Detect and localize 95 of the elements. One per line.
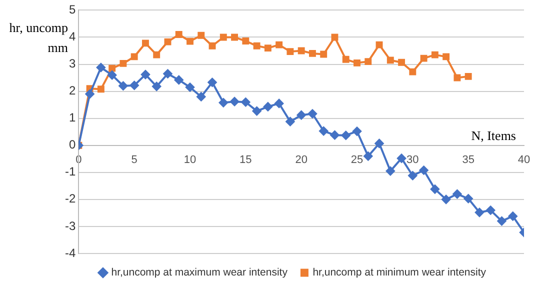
legend-label: hr,uncomp at minimum wear intensity (312, 266, 487, 279)
legend-label: hr,uncomp at maximum wear intensity (111, 266, 288, 279)
point (486, 206, 496, 215)
point (286, 117, 295, 126)
point (376, 41, 383, 48)
y-tick-label: -3 (65, 218, 76, 233)
point (508, 212, 518, 221)
point (264, 44, 272, 52)
point (218, 98, 228, 108)
point (231, 34, 238, 41)
x-tick-label: 35 (462, 154, 474, 166)
y-tick-label: 1 (68, 110, 76, 125)
point (352, 126, 362, 136)
x-tick-label: 15 (240, 154, 252, 166)
point (153, 51, 160, 58)
point (241, 98, 250, 107)
point (354, 59, 360, 66)
point (120, 60, 127, 67)
point (186, 38, 194, 45)
point (397, 154, 406, 163)
x-tick-label: 30 (406, 154, 419, 166)
point (97, 86, 104, 93)
point (252, 106, 262, 116)
point (175, 31, 182, 38)
point (253, 42, 260, 50)
point (108, 70, 117, 80)
x-tick-label: 10 (184, 154, 196, 166)
point (140, 70, 150, 80)
point (263, 102, 272, 112)
point (230, 97, 240, 106)
point (386, 166, 395, 176)
point (152, 82, 162, 91)
point (130, 80, 139, 90)
x-axis-title: N, Items (471, 128, 516, 144)
point (330, 130, 340, 140)
point (431, 51, 438, 58)
point (430, 184, 440, 194)
point (497, 216, 506, 226)
point (341, 130, 350, 140)
point (419, 166, 428, 175)
point (186, 82, 195, 92)
point (364, 152, 373, 161)
point (96, 63, 106, 72)
point (454, 74, 461, 82)
point (464, 194, 473, 204)
point (319, 126, 328, 136)
point (374, 138, 384, 148)
point (386, 56, 394, 64)
point (320, 50, 328, 58)
point (196, 92, 206, 102)
y-tick-label: -2 (65, 192, 76, 206)
point (464, 72, 472, 80)
point (398, 58, 406, 66)
point (276, 41, 283, 48)
point (442, 53, 450, 60)
point (408, 171, 418, 180)
point (242, 38, 250, 44)
point (342, 56, 350, 63)
point (85, 90, 94, 99)
y-tick-label: 2 (68, 84, 76, 98)
point (130, 53, 138, 60)
y-tick-label: 5 (68, 2, 76, 17)
y-tick-label: 0 (68, 138, 76, 152)
x-tick-label: 25 (350, 154, 364, 166)
point (474, 208, 484, 217)
point (308, 109, 317, 118)
point (274, 98, 284, 108)
x-tick-label: 40 (518, 154, 530, 166)
point (142, 40, 149, 47)
point (163, 69, 172, 78)
x-tick-label: 5 (131, 154, 138, 166)
point (420, 54, 428, 62)
x-tick-label: 20 (295, 154, 308, 166)
point (174, 75, 184, 84)
point (298, 47, 305, 54)
point (108, 64, 116, 72)
y-tick-label: -4 (65, 246, 76, 260)
point (118, 81, 128, 90)
point (364, 58, 372, 66)
point (442, 194, 451, 204)
point (286, 48, 294, 56)
y-axis-title: hr, uncomp mm (8, 19, 68, 57)
y-tick-label: -1 (65, 164, 76, 179)
point (208, 78, 217, 87)
point (220, 34, 227, 41)
point (308, 50, 316, 57)
point (208, 42, 216, 50)
y-tick-label: 4 (68, 30, 76, 44)
point (331, 34, 338, 41)
point (296, 110, 306, 120)
point (452, 190, 462, 199)
point (164, 38, 172, 46)
y-tick-label: 3 (68, 56, 76, 71)
point (198, 32, 205, 39)
point (409, 68, 416, 76)
